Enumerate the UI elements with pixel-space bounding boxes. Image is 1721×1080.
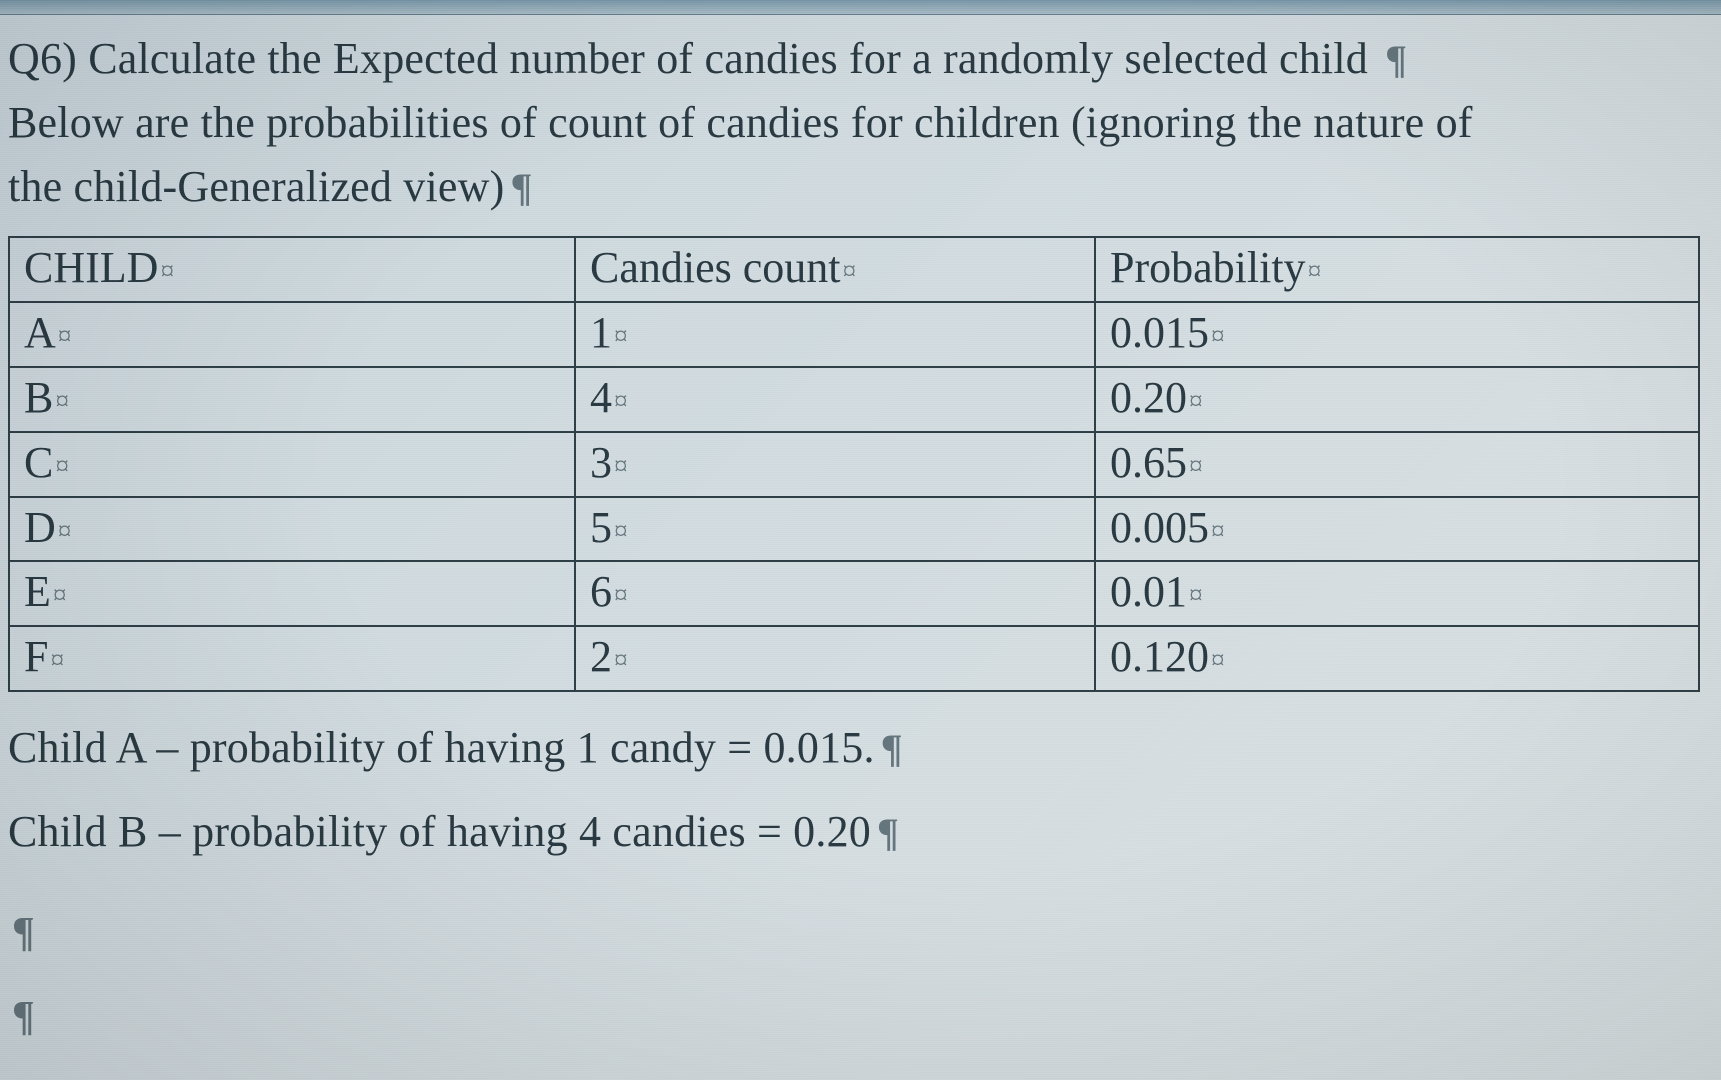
- col-header-child: CHILD¤: [9, 237, 575, 302]
- cell-end-icon: ¤: [55, 386, 69, 416]
- col-header-prob-text: Probability: [1110, 243, 1306, 292]
- cell-end-icon: ¤: [1211, 645, 1225, 675]
- pilcrow-icon: ¶: [877, 810, 899, 855]
- cell-child: E¤: [9, 561, 575, 626]
- cell-prob-text: 0.015: [1110, 308, 1209, 357]
- cell-end-icon: ¤: [55, 451, 69, 481]
- table-row: C¤ 3¤ 0.65¤: [9, 432, 1699, 497]
- cell-child-text: C: [24, 438, 53, 487]
- note-text: Child B – probability of having 4 candie…: [8, 807, 871, 856]
- cell-count: 6¤: [575, 561, 1095, 626]
- col-header-count-text: Candies count: [590, 243, 841, 292]
- cell-end-icon: ¤: [614, 516, 628, 546]
- question-prefix: Q6): [8, 34, 88, 83]
- cell-count-text: 5: [590, 503, 612, 552]
- cell-child-text: A: [24, 308, 56, 357]
- cell-prob: 0.015¤: [1095, 302, 1699, 367]
- intro-line-2: the child-Generalized view)¶: [8, 155, 1703, 219]
- cell-child: D¤: [9, 497, 575, 562]
- cell-end-icon: ¤: [58, 516, 72, 546]
- cell-end-icon: ¤: [58, 321, 72, 351]
- cell-prob: 0.20¤: [1095, 367, 1699, 432]
- window-title-bar-sliver: [0, 0, 1721, 15]
- cell-end-icon: ¤: [1189, 580, 1203, 610]
- cell-prob-text: 0.20: [1110, 373, 1187, 422]
- cell-child-text: D: [24, 503, 56, 552]
- cell-count-text: 2: [590, 632, 612, 681]
- cell-child: F¤: [9, 626, 575, 691]
- cell-count: 1¤: [575, 302, 1095, 367]
- intro-line-1: Below are the probabilities of count of …: [8, 91, 1703, 155]
- document-page: Q6) Calculate the Expected number of can…: [0, 15, 1721, 1041]
- cell-prob: 0.65¤: [1095, 432, 1699, 497]
- notes-block: Child A – probability of having 1 candy …: [8, 706, 1703, 873]
- question-line: Q6) Calculate the Expected number of can…: [8, 27, 1703, 91]
- cell-end-icon: ¤: [614, 645, 628, 675]
- cell-prob-text: 0.005: [1110, 503, 1209, 552]
- table-row: D¤ 5¤ 0.005¤: [9, 497, 1699, 562]
- cell-count: 3¤: [575, 432, 1095, 497]
- cell-end-icon: ¤: [50, 645, 64, 675]
- cell-end-icon: ¤: [1211, 321, 1225, 351]
- cell-end-icon: ¤: [1189, 386, 1203, 416]
- cell-end-icon: ¤: [160, 256, 174, 286]
- col-header-child-text: CHILD: [24, 243, 158, 292]
- pilcrow-icon: ¶: [12, 909, 1703, 957]
- cell-end-icon: ¤: [843, 256, 857, 286]
- cell-prob-text: 0.65: [1110, 438, 1187, 487]
- note-line: Child A – probability of having 1 candy …: [8, 706, 1703, 790]
- col-header-prob: Probability¤: [1095, 237, 1699, 302]
- cell-prob: 0.120¤: [1095, 626, 1699, 691]
- cell-end-icon: ¤: [614, 321, 628, 351]
- note-text: Child A – probability of having 1 candy …: [8, 723, 875, 772]
- cell-child: C¤: [9, 432, 575, 497]
- cell-child-text: E: [24, 567, 51, 616]
- table-row: F¤ 2¤ 0.120¤: [9, 626, 1699, 691]
- cell-count-text: 3: [590, 438, 612, 487]
- cell-end-icon: ¤: [1189, 451, 1203, 481]
- cell-prob: 0.01¤: [1095, 561, 1699, 626]
- cell-end-icon: ¤: [53, 580, 67, 610]
- table-row: A¤ 1¤ 0.015¤: [9, 302, 1699, 367]
- cell-child: A¤: [9, 302, 575, 367]
- cell-count: 2¤: [575, 626, 1095, 691]
- probability-table: CHILD¤ Candies count¤ Probability¤ A¤ 1¤…: [8, 236, 1700, 692]
- table-row: E¤ 6¤ 0.01¤: [9, 561, 1699, 626]
- cell-end-icon: ¤: [614, 386, 628, 416]
- cell-child: B¤: [9, 367, 575, 432]
- note-line: Child B – probability of having 4 candie…: [8, 790, 1703, 874]
- cell-end-icon: ¤: [614, 451, 628, 481]
- intro-line-2-text: the child-Generalized view): [8, 162, 505, 211]
- cell-count-text: 6: [590, 567, 612, 616]
- pilcrow-icon: ¶: [12, 993, 1703, 1041]
- question-text: Calculate the Expected number of candies…: [88, 34, 1368, 83]
- cell-end-icon: ¤: [1211, 516, 1225, 546]
- pilcrow-icon: ¶: [1385, 37, 1407, 82]
- cell-count: 4¤: [575, 367, 1095, 432]
- pilcrow-icon: ¶: [881, 726, 903, 771]
- cell-prob-text: 0.120: [1110, 632, 1209, 681]
- cell-prob-text: 0.01: [1110, 567, 1187, 616]
- cell-count-text: 1: [590, 308, 612, 357]
- cell-end-icon: ¤: [1308, 256, 1322, 286]
- cell-end-icon: ¤: [614, 580, 628, 610]
- cell-child-text: B: [24, 373, 53, 422]
- table-row: B¤ 4¤ 0.20¤: [9, 367, 1699, 432]
- table-header-row: CHILD¤ Candies count¤ Probability¤: [9, 237, 1699, 302]
- cell-prob: 0.005¤: [1095, 497, 1699, 562]
- pilcrow-icon: ¶: [511, 165, 533, 210]
- col-header-count: Candies count¤: [575, 237, 1095, 302]
- cell-count: 5¤: [575, 497, 1095, 562]
- cell-count-text: 4: [590, 373, 612, 422]
- cell-child-text: F: [24, 632, 48, 681]
